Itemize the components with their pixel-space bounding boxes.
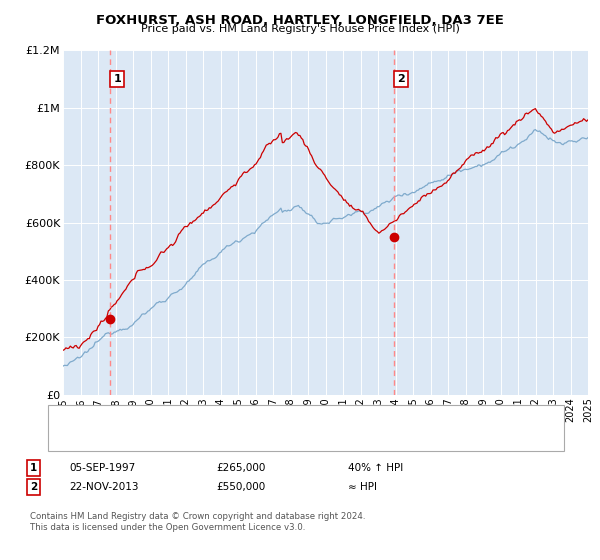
Text: HPI: Average price, detached house, Sevenoaks: HPI: Average price, detached house, Seve… xyxy=(87,435,320,444)
Text: Price paid vs. HM Land Registry's House Price Index (HPI): Price paid vs. HM Land Registry's House … xyxy=(140,24,460,34)
Text: ——: —— xyxy=(57,432,85,446)
Text: 2: 2 xyxy=(30,482,37,492)
Text: 22-NOV-2013: 22-NOV-2013 xyxy=(69,482,139,492)
Text: 05-SEP-1997: 05-SEP-1997 xyxy=(69,463,135,473)
Text: 1: 1 xyxy=(30,463,37,473)
Text: FOXHURST, ASH ROAD, HARTLEY, LONGFIELD, DA3 7EE: FOXHURST, ASH ROAD, HARTLEY, LONGFIELD, … xyxy=(96,14,504,27)
Text: 1: 1 xyxy=(113,74,121,84)
Text: ≈ HPI: ≈ HPI xyxy=(348,482,377,492)
Text: £550,000: £550,000 xyxy=(216,482,265,492)
Text: 40% ↑ HPI: 40% ↑ HPI xyxy=(348,463,403,473)
Text: £265,000: £265,000 xyxy=(216,463,265,473)
Text: ——: —— xyxy=(57,410,85,424)
Text: FOXHURST, ASH ROAD, HARTLEY, LONGFIELD, DA3 7EE (detached house): FOXHURST, ASH ROAD, HARTLEY, LONGFIELD, … xyxy=(87,413,446,423)
Text: 2: 2 xyxy=(397,74,405,84)
Text: Contains HM Land Registry data © Crown copyright and database right 2024.
This d: Contains HM Land Registry data © Crown c… xyxy=(30,512,365,532)
